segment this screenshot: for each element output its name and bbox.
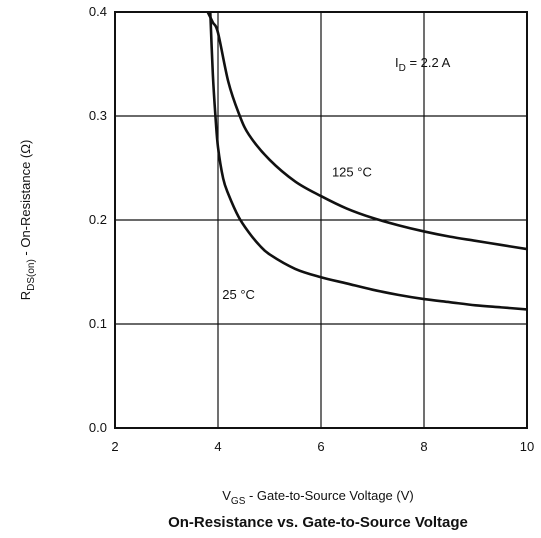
condition-rest: = 2.2 A bbox=[406, 55, 451, 70]
y-tick-label: 0.1 bbox=[89, 316, 107, 331]
series-layer bbox=[206, 12, 527, 311]
label-25c: 25 °C bbox=[222, 287, 255, 302]
y-tick-label: 0.0 bbox=[89, 420, 107, 435]
y-tick-label: 0.3 bbox=[89, 108, 107, 123]
condition-label: ID = 2.2 A bbox=[395, 55, 451, 74]
x-tick-label: 2 bbox=[111, 439, 118, 454]
annotations: 125 °C 25 °C bbox=[222, 164, 372, 302]
plot-frame bbox=[114, 11, 528, 429]
x-axis-label-rest: - Gate-to-Source Voltage (V) bbox=[245, 488, 413, 503]
condition-sub: D bbox=[399, 63, 406, 74]
y-axis-label: RDS(on) - On-Resistance (Ω) bbox=[18, 140, 37, 301]
x-tick-label: 6 bbox=[317, 439, 324, 454]
x-tick-label: 4 bbox=[214, 439, 221, 454]
x-tick-label: 10 bbox=[520, 439, 534, 454]
series-line-25c bbox=[208, 12, 527, 311]
y-axis-label-rest: - On-Resistance (Ω) bbox=[18, 140, 33, 260]
x-axis-label-main: V bbox=[222, 488, 231, 503]
label-125c: 125 °C bbox=[332, 164, 372, 179]
chart-title: On-Resistance vs. Gate-to-Source Voltage bbox=[168, 514, 468, 531]
y-axis-label-sub: DS(on) bbox=[26, 259, 37, 291]
x-axis-label-sub: GS bbox=[231, 496, 246, 507]
tick-labels: 2 4 6 8 10 0.0 0.1 0.2 0.3 0.4 bbox=[89, 4, 534, 454]
x-tick-label: 8 bbox=[420, 439, 427, 454]
condition-main: I bbox=[395, 55, 399, 70]
grid bbox=[115, 12, 527, 428]
y-tick-label: 0.2 bbox=[89, 212, 107, 227]
x-axis-label: VGS - Gate-to-Source Voltage (V) bbox=[222, 488, 413, 507]
series-line-125c bbox=[206, 12, 527, 251]
y-tick-label: 0.4 bbox=[89, 4, 107, 19]
y-axis-label-main: R bbox=[18, 291, 33, 300]
